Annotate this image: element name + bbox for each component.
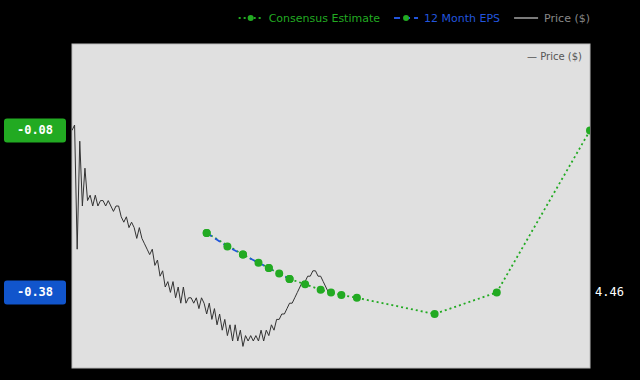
series-line — [72, 125, 331, 346]
legend-marker — [248, 15, 254, 21]
series-marker — [265, 264, 273, 272]
series-marker — [239, 251, 247, 259]
right-label: 4.46 — [595, 285, 624, 299]
legend-label: Price ($) — [544, 12, 590, 25]
plot-area — [72, 44, 590, 368]
series-line — [207, 130, 590, 314]
price-note: — Price ($) — [527, 51, 582, 62]
series-line — [207, 233, 290, 279]
legend-marker — [403, 15, 409, 21]
series-marker — [353, 294, 361, 302]
badge-label: -0.38 — [17, 285, 53, 299]
series-marker — [286, 275, 294, 283]
series-marker — [431, 310, 439, 318]
legend-label: Consensus Estimate — [269, 12, 381, 25]
series-marker — [286, 275, 294, 283]
legend-swatch — [514, 17, 538, 19]
series-marker — [239, 251, 247, 259]
legend-label: 12 Month EPS — [424, 12, 500, 25]
legend: Price ($) 12 Month EPS Consensus Estimate — [239, 12, 590, 25]
plot-marks — [72, 125, 590, 346]
value-badge — [4, 280, 66, 304]
series-marker — [203, 229, 211, 237]
series-marker — [337, 291, 345, 299]
series-marker — [223, 243, 231, 251]
series-marker — [586, 126, 590, 134]
chart: -0.08 -0.38 4.46 — Price ($) Price ($) 12 Mon… — [0, 0, 640, 380]
series-marker — [203, 229, 211, 237]
series-marker — [301, 280, 309, 288]
series-marker — [265, 264, 273, 272]
background — [0, 0, 640, 380]
series-marker — [275, 270, 283, 278]
series-marker — [317, 286, 325, 294]
badge-label: -0.08 — [17, 123, 53, 137]
series-marker — [254, 259, 262, 267]
series-marker — [327, 288, 335, 296]
value-badge — [4, 118, 66, 142]
series-marker — [493, 288, 501, 296]
